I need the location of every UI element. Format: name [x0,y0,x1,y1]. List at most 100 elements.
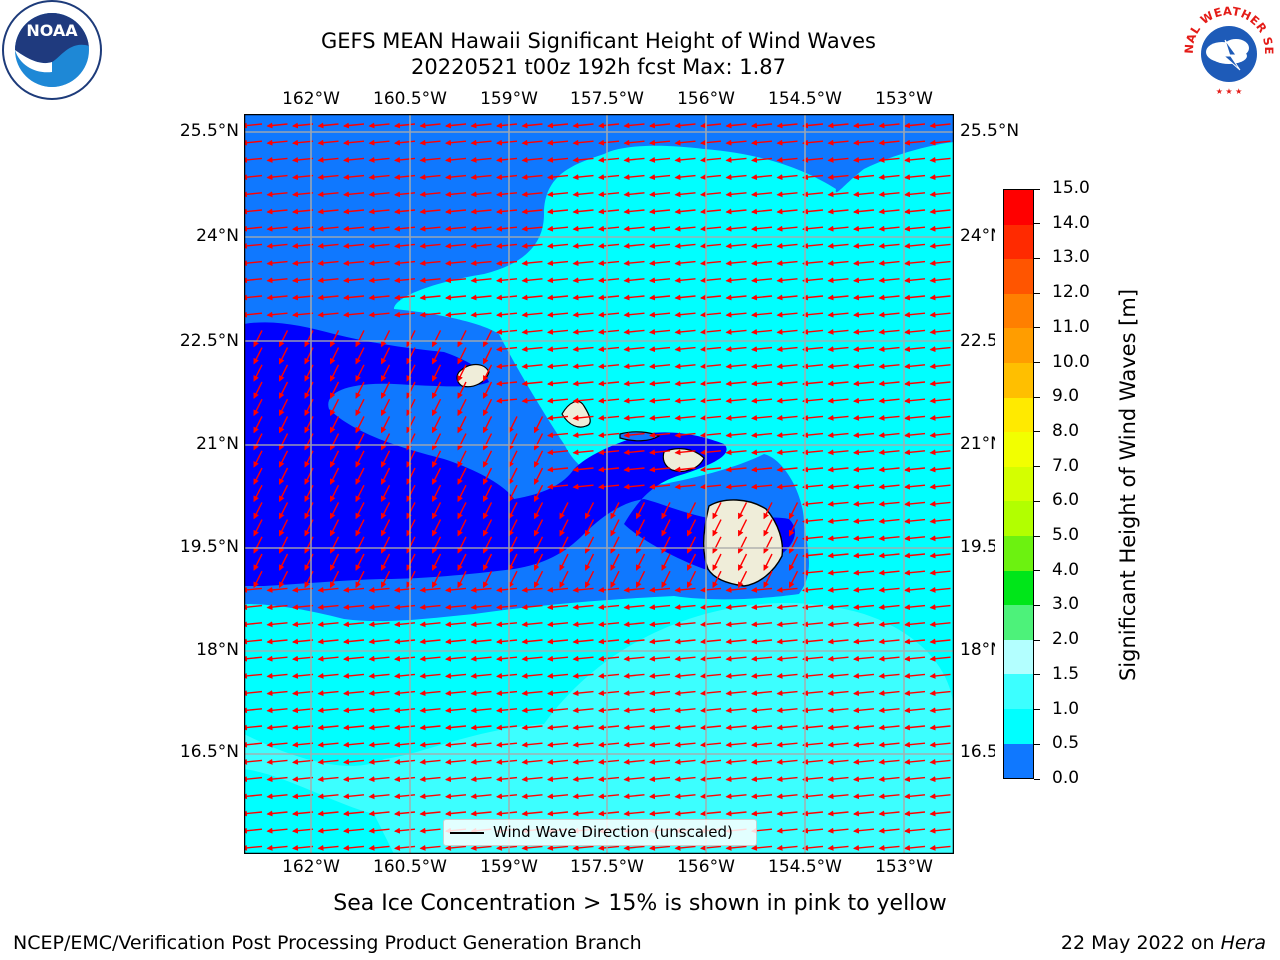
wind-wave-arrow [470,191,492,198]
footer-branch: NCEP/EMC/Verification Post Processing Pr… [13,932,642,954]
wind-wave-arrow [751,758,773,765]
wind-wave-arrow [278,416,289,434]
wind-wave-arrow [368,724,390,731]
wind-wave-arrow [445,741,467,748]
wind-wave-arrow [572,690,594,697]
wind-wave-arrow [521,174,543,181]
wind-wave-arrow [827,260,849,267]
wind-wave-arrow [547,328,569,335]
lon-tick-bottom-6: 153°W [875,857,933,877]
wind-wave-arrow [802,414,824,421]
wind-wave-arrow [253,416,263,434]
wind-wave-arrow [649,328,671,335]
wind-wave-arrow [904,621,926,628]
colorbar-tick-label: 6.0 [1052,490,1080,511]
wind-wave-arrow [380,398,391,417]
wind-wave-arrow [508,484,518,503]
wind-wave-arrow [266,621,288,628]
wind-wave-arrow [776,397,798,404]
wind-wave-arrow [496,242,518,249]
wind-wave-arrow [598,621,620,628]
wind-wave-arrow [482,502,493,520]
wind-wave-arrow [878,380,900,387]
colorbar-tick-mark [1034,257,1040,259]
wind-wave-arrow [623,724,645,731]
wind-wave-arrow [470,225,492,232]
wind-wave-arrow [278,536,289,554]
wind-wave-arrow [431,519,442,537]
wind-wave-arrow [776,741,798,748]
lon-tick-top-4: 156°W [677,89,735,109]
wind-wave-arrow [470,139,492,146]
wind-wave-arrow [623,741,645,748]
wind-wave-arrow [559,536,569,554]
wind-wave-arrow [853,242,875,249]
colorbar-tick-label: 14.0 [1052,212,1090,233]
wind-wave-arrow [533,536,544,554]
wind-wave-arrow [368,242,390,249]
wind-wave-arrow [572,380,594,387]
wind-wave-arrow [649,621,671,628]
wind-wave-arrow [521,380,543,387]
wind-wave-arrow [343,174,365,181]
wind-wave-arrow [674,260,696,267]
wind-wave-arrow [751,414,773,421]
wind-wave-arrow [802,535,824,542]
wind-wave-arrow [343,707,365,714]
wind-wave-arrow [649,604,671,611]
colorbar-tick-mark [1034,778,1040,780]
wind-wave-arrow [244,724,263,731]
wind-wave-arrow [394,724,416,731]
wind-wave-arrow [445,621,467,628]
wind-wave-arrow [827,672,849,679]
wind-wave-arrow [802,707,824,714]
wind-wave-arrow [496,225,518,232]
wind-wave-arrow [598,741,620,748]
wind-wave-arrow [394,242,416,249]
wind-wave-arrow [253,467,263,485]
wind-wave-arrow [431,364,442,382]
wind-wave-arrow [802,483,824,490]
wind-wave-arrow [266,655,288,662]
wind-wave-arrow [508,433,518,451]
wind-wave-arrow [394,776,416,783]
wind-wave-arrow [827,225,849,232]
wind-wave-arrow [547,776,569,783]
lon-tick-top-6: 153°W [875,89,933,109]
wind-wave-arrow [470,311,492,318]
wind-wave-arrow [853,690,875,697]
wind-wave-arrow [547,242,569,249]
wind-wave-arrow [610,570,620,589]
wind-wave-arrow [853,346,875,353]
wind-wave-arrow [572,156,594,163]
wind-wave-arrow [547,432,569,439]
colorbar-tick-mark [1034,431,1040,433]
lat-tick-left-5: 18°N [196,640,239,660]
wind-wave-arrow [853,500,875,507]
wind-wave-arrow [292,776,314,783]
wind-wave-arrow [572,449,594,456]
wind-wave-arrow [394,758,416,765]
wind-wave-arrow [496,346,518,353]
wind-wave-arrow [802,741,824,748]
wind-wave-arrow [394,156,416,163]
wind-wave-arrow [661,536,671,554]
wind-wave-arrow [904,518,926,525]
lon-tick-bottom-0: 162°W [282,857,340,877]
wind-wave-arrow [317,311,339,318]
colorbar-tick-label: 1.5 [1052,663,1080,684]
wind-wave-arrow [292,311,314,318]
wind-wave-arrow [904,277,926,284]
wind-wave-arrow [929,242,951,249]
wind-wave-arrow [904,346,926,353]
wind-wave-arrow [598,638,620,645]
wind-wave-arrow [457,553,467,571]
wind-wave-arrow [763,536,773,554]
wind-wave-arrow [853,638,875,645]
wind-wave-arrow [853,586,875,593]
wind-wave-arrow [244,242,263,249]
wind-wave-arrow [445,242,467,249]
wind-wave-arrow [725,397,747,404]
wind-wave-arrow [329,553,340,571]
wind-wave-arrow [776,174,798,181]
